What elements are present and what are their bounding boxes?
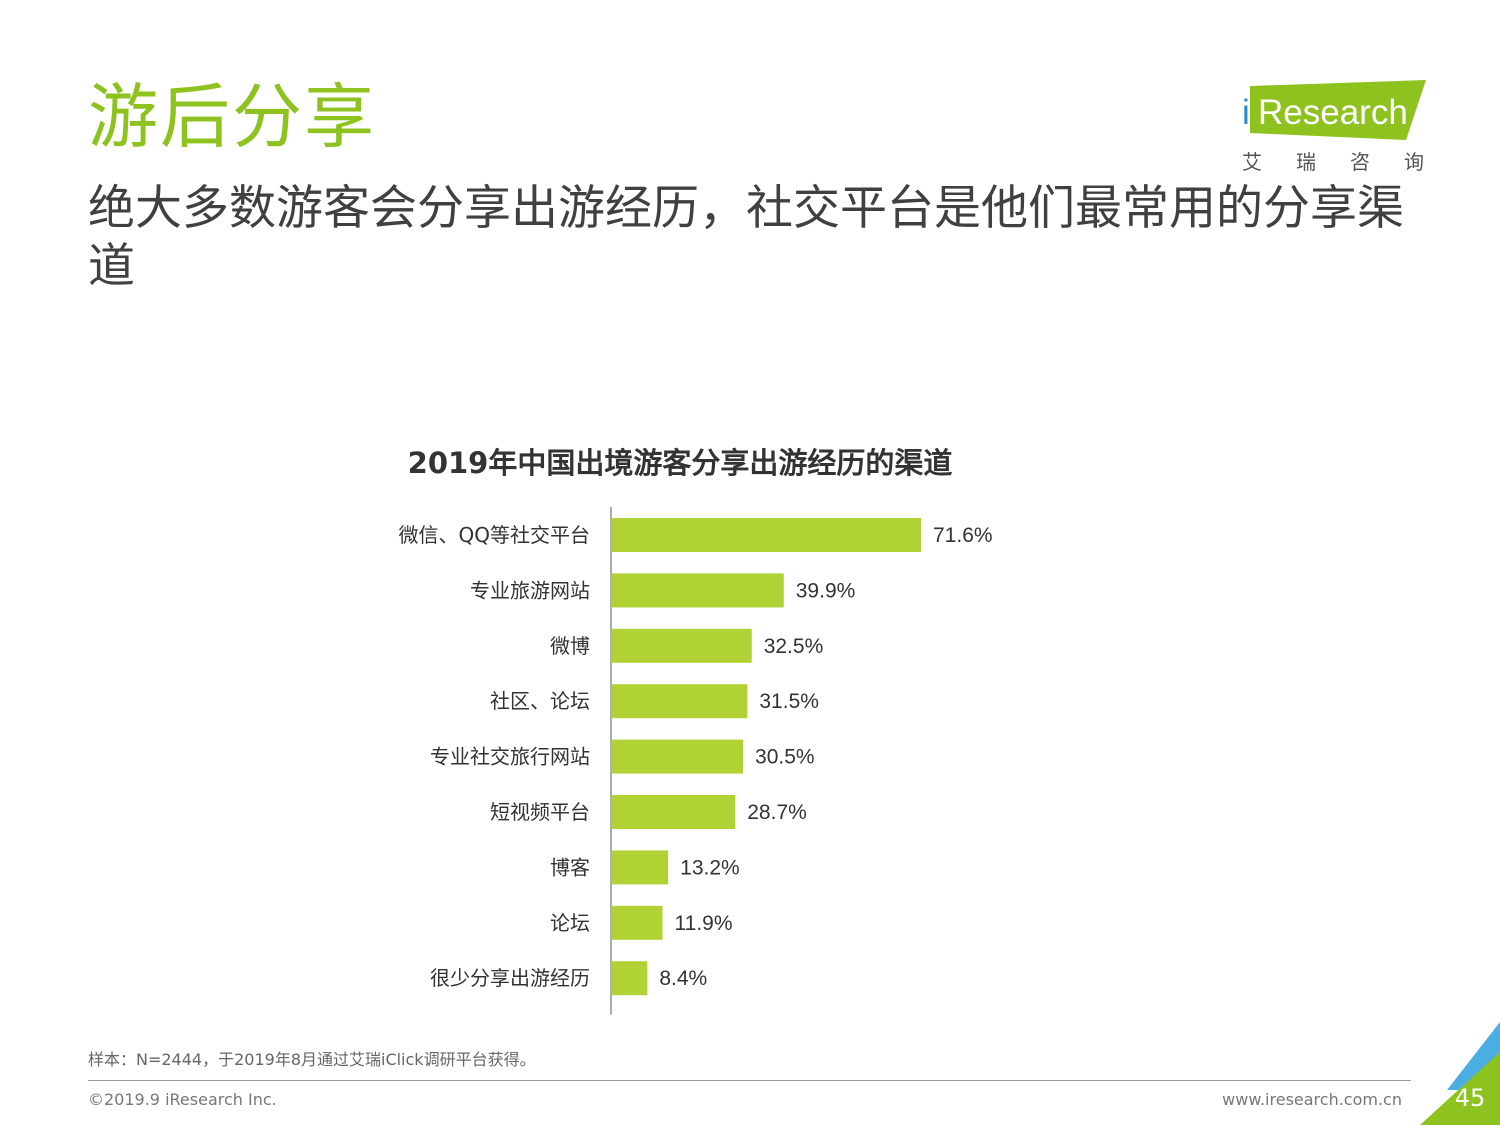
value-label: 28.7% bbox=[747, 801, 807, 824]
category-label: 社区、论坛 bbox=[490, 689, 590, 713]
category-label: 专业旅游网站 bbox=[470, 578, 590, 602]
value-label: 39.9% bbox=[796, 579, 856, 602]
bar bbox=[611, 850, 669, 885]
bar bbox=[611, 961, 648, 996]
logo-mark: i bbox=[1242, 93, 1250, 132]
chart-title: 2019年中国出境游客分享出游经历的渠道 bbox=[407, 446, 953, 480]
category-label: 论坛 bbox=[550, 911, 590, 935]
value-label: 32.5% bbox=[764, 635, 824, 658]
value-label: 11.9% bbox=[675, 912, 733, 935]
value-label: 30.5% bbox=[755, 746, 815, 769]
bar bbox=[611, 795, 736, 829]
value-label: 8.4% bbox=[659, 967, 707, 990]
copyright-text: ©2019.9 iResearch Inc. bbox=[88, 1090, 277, 1109]
page-title: 游后分享 bbox=[88, 76, 376, 158]
bars-group: 微信、QQ等社交平台 71.6% 专业旅游网站 39.9% 微博 32.5% 社区、论坛 31… bbox=[399, 518, 993, 996]
category-label: 短视频平台 bbox=[490, 800, 590, 824]
bar bbox=[611, 684, 748, 719]
value-label: 31.5% bbox=[759, 690, 819, 713]
logo-chinese-name: 艾瑞咨询 bbox=[1242, 150, 1458, 174]
category-label: 微信、QQ等社交平台 bbox=[399, 523, 590, 547]
value-label: 13.2% bbox=[680, 856, 740, 879]
value-label: 71.6% bbox=[933, 524, 993, 547]
category-label: 很少分享出游经历 bbox=[430, 966, 590, 990]
bar bbox=[611, 518, 921, 552]
corner-blue-triangle bbox=[1447, 1022, 1500, 1090]
bar bbox=[611, 628, 752, 663]
category-label: 博客 bbox=[550, 855, 590, 879]
footer-divider bbox=[88, 1080, 1411, 1081]
logo-badge-shape bbox=[1250, 80, 1426, 140]
website-link[interactable]: www.iresearch.com.cn bbox=[1222, 1090, 1402, 1109]
page-subtitle: 绝大多数游客会分享出游经历，社交平台是他们最常用的分享渠道 bbox=[88, 181, 1404, 294]
bar bbox=[611, 905, 663, 940]
logo-brand: Research bbox=[1258, 93, 1408, 132]
sample-footnote: 样本：N=2444，于2019年8月通过艾瑞iClick调研平台获得。 bbox=[88, 1050, 536, 1069]
bar-chart: 微信、QQ等社交平台 71.6% 专业旅游网站 39.9% 微博 32.5% 社区、论坛 31… bbox=[399, 507, 993, 1015]
bar bbox=[611, 739, 744, 774]
category-label: 微博 bbox=[550, 634, 590, 658]
iresearch-logo: i Research 艾瑞咨询 bbox=[1238, 78, 1430, 174]
page-number: 45 bbox=[1454, 1084, 1486, 1112]
bar bbox=[611, 573, 784, 608]
category-label: 专业社交旅行网站 bbox=[430, 745, 590, 769]
